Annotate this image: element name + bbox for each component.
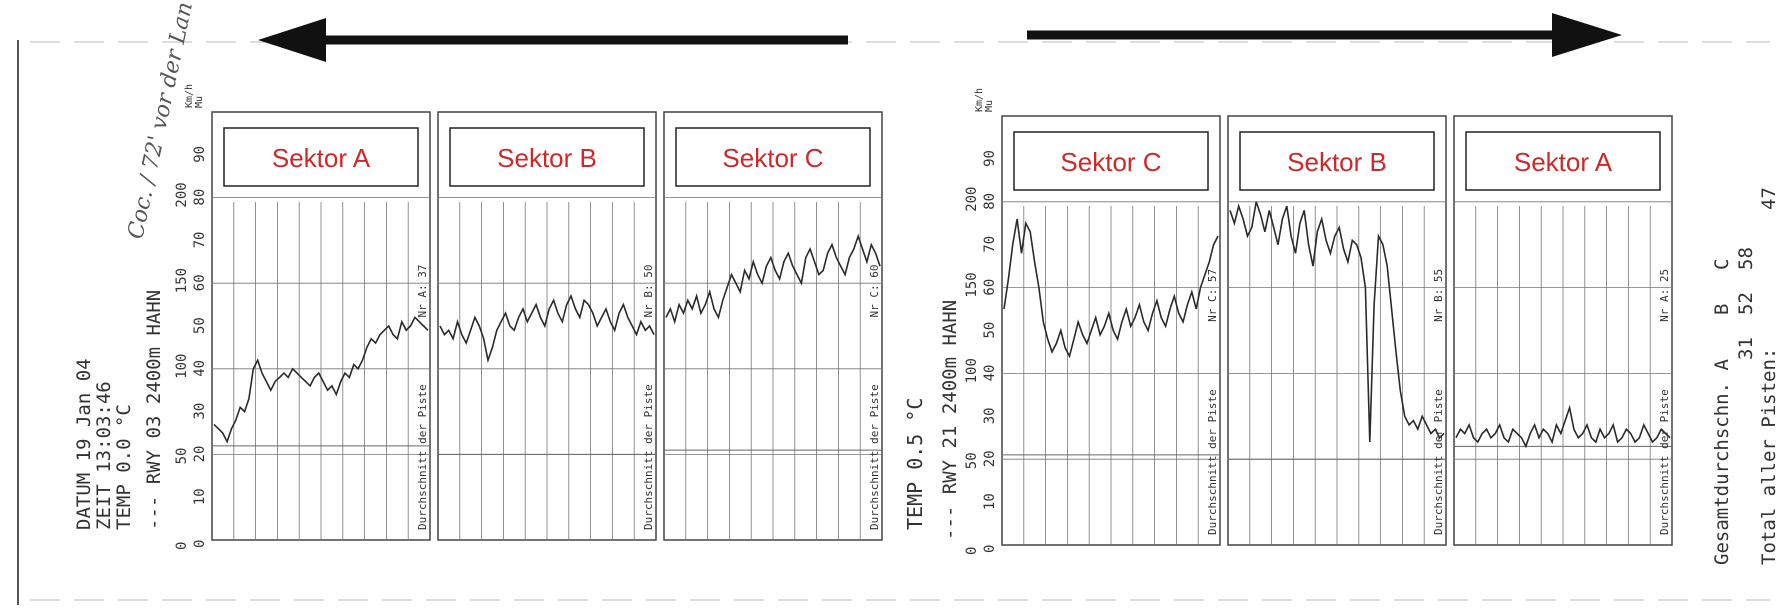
panel-nr-text: Nr B: 55 [1432, 269, 1445, 322]
chart-group-rwy03: 0 10 20 30 40 50 60 70 80 90 0 50 100 150 200 Km/h Mu Sek… [174, 84, 883, 550]
y-tick-label-left: 0 [192, 540, 208, 548]
y-tick-label-left: 90 [192, 146, 208, 163]
panel-average-text: Durchschnitt der Piste [868, 384, 881, 530]
y-tick-label-right: 0 [964, 547, 980, 555]
wind-trace-line [439, 293, 655, 364]
y-tick-label-right: 100 [174, 354, 190, 379]
panel-nr-text: Nr A: 37 [416, 264, 429, 317]
y-tick-label-left: 70 [192, 232, 208, 249]
y-unit-label: Km/h [184, 84, 195, 108]
y-tick-label-left: 20 [982, 450, 998, 467]
panel-average-text: Durchschnitt der Piste [416, 384, 429, 530]
y-tick-label-left: 40 [982, 365, 998, 382]
panel-nr-text: Nr B: 50 [642, 264, 655, 317]
wind-trace-line [213, 316, 429, 444]
gesamt-a-value: 31 [1735, 337, 1757, 360]
sector-panel: Sektor B Durchschnitt der Piste Nr B: 55 [1227, 115, 1447, 546]
left-arrow [258, 18, 848, 62]
sector-panel: Sektor C Durchschnitt der Piste Nr C: 57 [1001, 115, 1221, 546]
total-value: 47 [1758, 187, 1778, 210]
right-arrow [1027, 13, 1622, 57]
sector-label: Sektor A [272, 143, 371, 173]
y-tick-label-left: 80 [192, 189, 208, 206]
y-tick-label-left: 10 [192, 488, 208, 505]
summary-b-value: 52 [1735, 292, 1757, 315]
sector-label-box [1239, 131, 1435, 191]
y-tick-label-right: 50 [964, 452, 980, 469]
y-tick-label-left: 0 [982, 545, 998, 553]
total-label: Total aller Pisten: [1758, 348, 1778, 565]
panel-average-text: Durchschnitt der Piste [1658, 389, 1671, 535]
y-tick-label-left: 30 [982, 407, 998, 424]
panel-nr-text: Nr C: 60 [868, 264, 881, 317]
chart-group-rwy21: 0 10 20 30 40 50 60 70 80 90 0 50 100 150 200 Km/h Mu Sek… [964, 88, 1673, 555]
zeit-text: ZEIT 13:03:46 [93, 381, 115, 530]
middle-temp-text: TEMP 0.5 °C [903, 398, 927, 530]
y-tick-label-left: 80 [982, 193, 998, 210]
summary-c-value: 58 [1735, 247, 1757, 270]
summary-b-label: B [1711, 304, 1733, 315]
wind-trace-line [1229, 201, 1445, 443]
sector-label-box [223, 127, 419, 187]
rwy21-header: --- RWY 21 2400m HAHN [939, 300, 961, 540]
panel-average-text: Durchschnitt der Piste [1432, 389, 1445, 535]
sector-label: Sektor C [722, 143, 823, 173]
y-tick-label-right: 150 [964, 272, 980, 297]
sector-label: Sektor B [1287, 147, 1387, 177]
sector-label-box [1465, 131, 1661, 191]
summary-c-label: C [1711, 259, 1733, 270]
y-tick-label-right: 50 [174, 448, 190, 465]
wind-trace-line [665, 233, 881, 325]
temp-text: TEMP 0.0 °C [113, 404, 135, 530]
y-tick-label-left: 20 [192, 446, 208, 463]
y-unit-label: Mu [984, 100, 995, 112]
y-tick-label-left: 10 [982, 493, 998, 510]
y-tick-label-right: 150 [174, 268, 190, 293]
gesamt-label: Gesamtdurchschn. A [1711, 359, 1733, 565]
y-tick-label-right: 0 [174, 542, 190, 550]
wind-trace-line [1003, 218, 1219, 359]
panel-nr-text: Nr A: 25 [1658, 269, 1671, 322]
sector-label: Sektor A [1514, 147, 1613, 177]
y-tick-label-left: 90 [982, 150, 998, 167]
sector-panel: Sektor C Durchschnitt der Piste Nr C: 60 [663, 111, 883, 541]
sector-label-box [675, 127, 871, 187]
panel-average-text: Durchschnitt der Piste [1206, 389, 1219, 535]
y-tick-label-left: 70 [982, 236, 998, 253]
y-tick-label-left: 40 [192, 360, 208, 377]
y-unit-label: Km/h [974, 88, 985, 112]
y-tick-label-left: 30 [192, 403, 208, 420]
y-tick-label-left: 60 [192, 274, 208, 291]
y-tick-label-right: 200 [174, 182, 190, 207]
y-unit-label: Mu [194, 96, 205, 108]
sector-label: Sektor C [1060, 147, 1161, 177]
y-tick-label-left: 60 [982, 279, 998, 296]
y-tick-label-right: 100 [964, 358, 980, 383]
sector-label-box [1013, 131, 1209, 191]
y-tick-label-left: 50 [192, 317, 208, 334]
panel-nr-text: Nr C: 57 [1206, 269, 1219, 322]
sector-panel: Sektor A Durchschnitt der Piste Nr A: 25 [1453, 115, 1673, 546]
sector-label-box [449, 127, 645, 187]
sector-panel: Sektor A Durchschnitt der Piste Nr A: 37 [211, 111, 431, 541]
sector-label: Sektor B [497, 143, 597, 173]
sector-panel: Sektor B Durchschnitt der Piste Nr B: 50 [437, 111, 657, 541]
rwy03-header: --- RWY 03 2400m HAHN [143, 290, 165, 530]
datum-text: DATUM 19 Jan 04 [73, 358, 95, 530]
y-tick-label-left: 50 [982, 322, 998, 339]
wind-trace-line [1455, 404, 1671, 449]
y-tick-label-right: 200 [964, 187, 980, 212]
panel-average-text: Durchschnitt der Piste [642, 384, 655, 530]
